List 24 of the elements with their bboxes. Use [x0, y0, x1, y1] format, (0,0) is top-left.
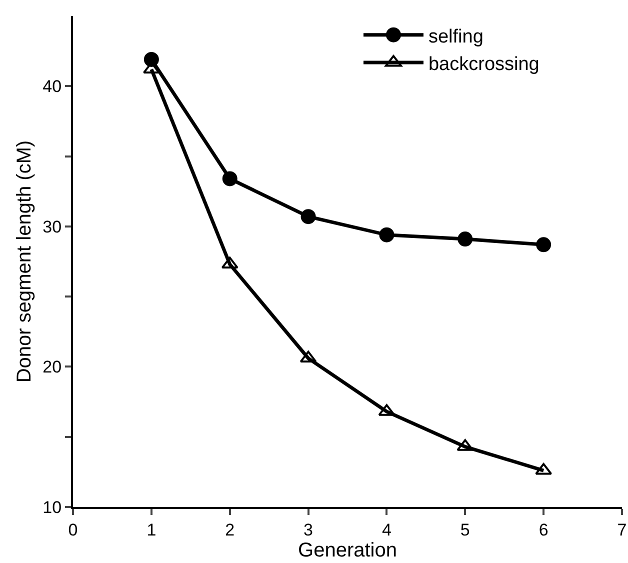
y-tick-label: 20 [42, 358, 62, 377]
legend-label: backcrossing [428, 54, 540, 75]
y-tick-label: 30 [42, 217, 62, 236]
legend-label: selfing [428, 26, 484, 48]
point [144, 52, 159, 67]
x-tick-label: 4 [382, 520, 392, 540]
x-tick-label: 2 [225, 520, 235, 540]
y-axis-title: Donor segment length (cM) [14, 140, 36, 383]
point [536, 237, 552, 252]
point [300, 350, 317, 363]
x-tick-label: 5 [460, 520, 470, 540]
point [222, 171, 238, 186]
point [458, 232, 473, 247]
y-tick-label: 10 [42, 498, 62, 517]
x-tick-label: 3 [304, 520, 314, 540]
point [379, 227, 394, 242]
x-tick-label: 6 [538, 520, 548, 540]
x-tick-label: 0 [68, 520, 78, 540]
point [221, 256, 238, 269]
y-tick-label: 40 [42, 77, 62, 96]
point [300, 209, 316, 224]
x-tick-label: 1 [146, 520, 156, 540]
x-axis-title: Generation [298, 539, 397, 562]
x-tick-label: 7 [617, 520, 627, 540]
